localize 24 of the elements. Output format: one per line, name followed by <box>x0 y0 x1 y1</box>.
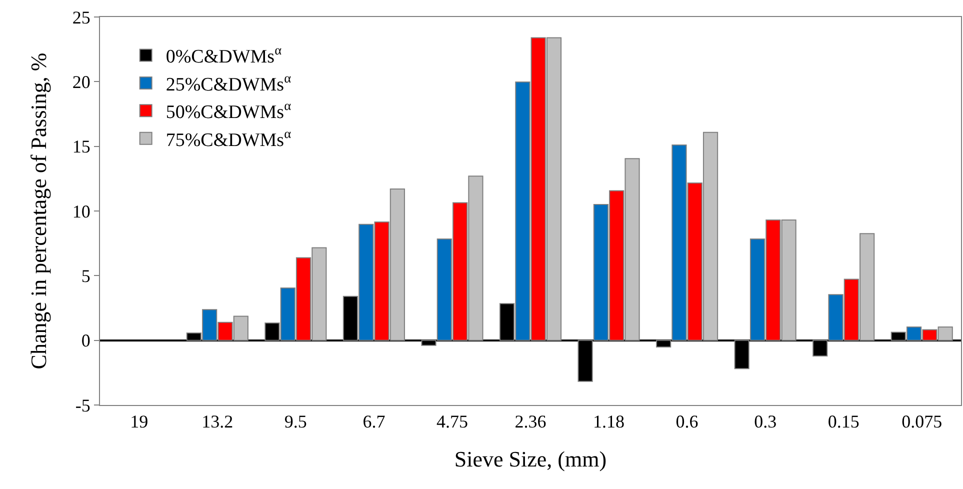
x-tick-label: 0.075 <box>902 412 942 432</box>
x-tick-label: 6.7 <box>362 412 386 432</box>
legend-label: 75%C&DWMs$^{α}$ <box>166 126 292 151</box>
x-axis-title: Sieve Size, (mm) <box>454 446 607 472</box>
y-tick-label: 25 <box>72 7 90 28</box>
y-tick-label: 15 <box>72 136 90 157</box>
x-tick-label: 0.15 <box>828 412 860 432</box>
x-tick-label: 0.6 <box>676 412 698 432</box>
x-tick-label: 1.18 <box>593 412 625 432</box>
y-tick-label: 0 <box>81 330 90 351</box>
y-tick-label: 10 <box>72 201 90 222</box>
x-tick-label: 2.36 <box>514 412 546 432</box>
x-tick-label: 19 <box>130 412 148 432</box>
x-tick-label: 4.75 <box>436 412 468 432</box>
x-tick-label: 13.2 <box>202 412 234 432</box>
x-tick-label: 9.5 <box>284 412 307 432</box>
legend-label: 0%C&DWMs$^{α}$ <box>166 42 282 68</box>
y-axis-title: Change in percentage of Passing, % <box>26 52 51 370</box>
y-tick-label: 5 <box>81 266 90 286</box>
y-tick-label: -5 <box>75 395 90 416</box>
legend-label: 50%C&DWMs$^{α}$ <box>166 98 292 124</box>
y-tick-label: 20 <box>72 72 90 92</box>
x-tick-label: 0.3 <box>754 412 777 432</box>
legend-label: 25%C&DWMs$^{α}$ <box>166 70 292 96</box>
